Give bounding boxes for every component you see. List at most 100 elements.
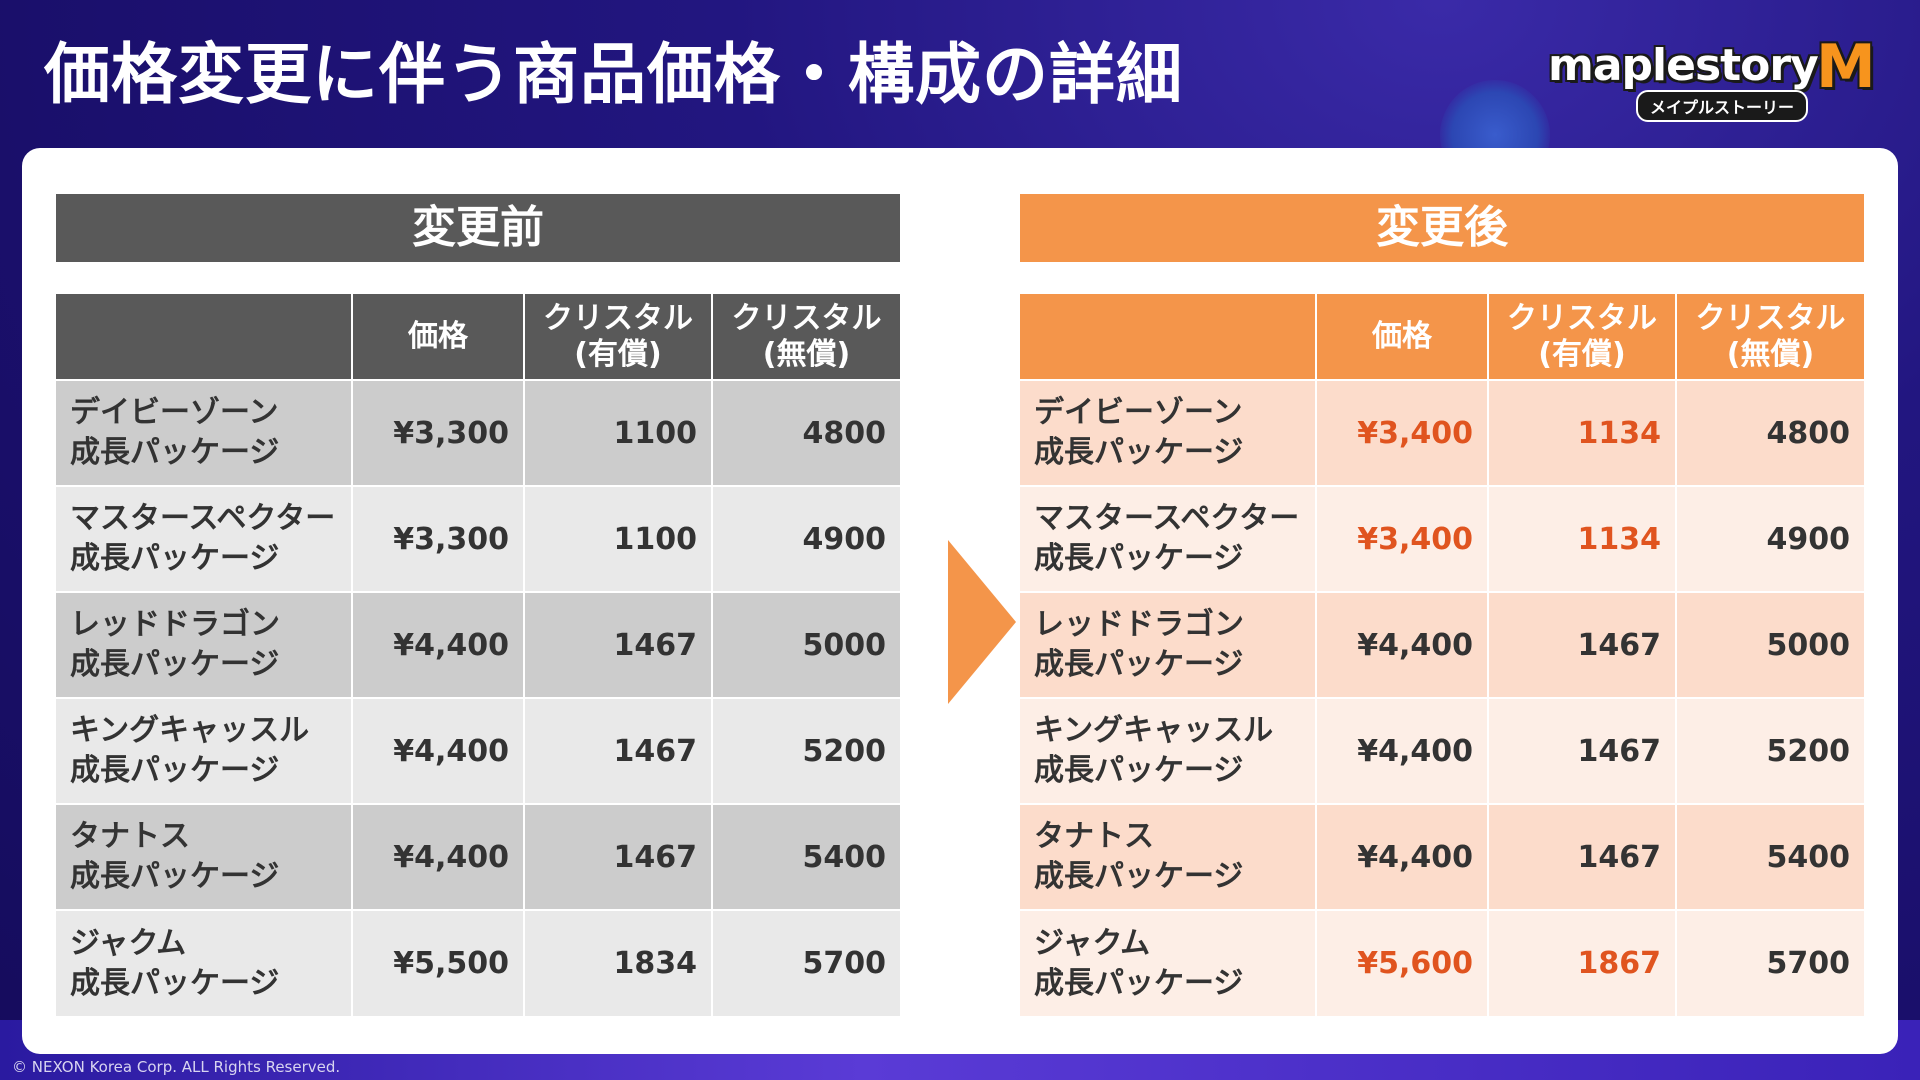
crystal-free-cell: 4900 — [1675, 485, 1864, 592]
product-name: デイビーゾーン 成長パッケージ — [1020, 379, 1316, 486]
column-header-crystal-paid: クリスタル (有償) — [523, 294, 712, 380]
page-title: 価格変更に伴う商品価格・構成の詳細 — [44, 36, 1183, 113]
name-line: タナトス — [70, 819, 190, 854]
column-header-price: 価格 — [1315, 294, 1488, 380]
column-header-price: 価格 — [351, 294, 524, 380]
table-row: レッドドラゴン 成長パッケージ ¥4,400 1467 5000 — [1020, 591, 1864, 698]
before-header: 変更前 — [56, 194, 900, 262]
crystal-free-cell: 5400 — [711, 803, 900, 910]
arrow-right-icon — [948, 540, 1016, 704]
crystal-paid-cell: 1467 — [1487, 697, 1676, 804]
name-line: 成長パッケージ — [1034, 647, 1244, 682]
crystal-free-cell: 5700 — [1675, 909, 1864, 1016]
product-name: レッドドラゴン 成長パッケージ — [56, 591, 352, 698]
table-header-row: 価格 クリスタル (有償) クリスタル (無償) — [56, 294, 900, 380]
header-line: (無償) — [762, 336, 851, 372]
crystal-paid-cell: 1467 — [523, 697, 712, 804]
product-name: ジャクム成長パッケージ — [1020, 909, 1316, 1016]
crystal-free-cell: 5700 — [711, 909, 900, 1016]
table-row: ジャクム 成長パッケージ ¥5,500 1834 5700 — [56, 909, 900, 1016]
price-cell: ¥4,400 — [351, 591, 524, 698]
copyright-text: © NEXON Korea Corp. ALL Rights Reserved. — [12, 1058, 341, 1076]
table-header-row: 価格 クリスタル (有償) クリスタル (無償) — [1020, 294, 1864, 380]
content-panel: 変更前 価格 クリスタル (有償) クリスタル (無償) デイビーゾーン 成長パッケー… — [22, 148, 1898, 1054]
header-line: クリスタル — [1507, 300, 1657, 336]
price-cell: ¥4,400 — [351, 803, 524, 910]
name-line: 成長パッケージ — [1034, 965, 1244, 1001]
price-cell: ¥5,500 — [351, 909, 524, 1016]
header-line: クリスタル — [1695, 300, 1846, 336]
name-line: 成長パッケージ — [70, 753, 280, 788]
maplestory-m-logo: maplestory M メイプルストーリー — [1548, 32, 1878, 122]
price-cell: ¥3,400 — [1315, 485, 1488, 592]
logo-word: maplestory — [1548, 40, 1819, 91]
crystal-paid-cell: 1467 — [523, 803, 712, 910]
name-line: レッドドラゴン — [70, 607, 280, 642]
name-line: ジャクム — [1034, 925, 1151, 961]
name-line: マスタースペクター — [70, 501, 336, 536]
product-name: マスタースペクター 成長パッケージ — [56, 485, 352, 592]
table-row: マスタースペクター 成長パッケージ ¥3,300 1100 4900 — [56, 485, 900, 592]
crystal-free-cell: 5000 — [1675, 591, 1864, 698]
after-table: 価格 クリスタル (有償) クリスタル (無償) デイビーゾーン 成長パッケージ ¥3… — [1020, 294, 1864, 1016]
crystal-free-cell: 4900 — [711, 485, 900, 592]
crystal-free-cell: 5200 — [711, 697, 900, 804]
after-header: 変更後 — [1020, 194, 1864, 262]
logo-m-mark: M — [1816, 32, 1876, 102]
crystal-paid-cell: 1467 — [523, 591, 712, 698]
crystal-free-cell: 5200 — [1675, 697, 1864, 804]
name-line: 成長パッケージ — [70, 647, 280, 682]
name-line: デイビーゾーン — [70, 395, 279, 430]
crystal-free-cell: 5400 — [1675, 803, 1864, 910]
name-line: キングキャッスル — [1034, 713, 1274, 748]
name-line: キングキャッスル — [70, 713, 310, 748]
name-line: 成長パッケージ — [70, 859, 280, 894]
name-line: タナトス — [1034, 819, 1154, 854]
name-line: 成長パッケージ — [1034, 435, 1244, 470]
name-line: 成長パッケージ — [70, 541, 280, 576]
crystal-paid-cell: 1467 — [1487, 803, 1676, 910]
table-row: ジャクム 成長パッケージ ¥5,600 1867 5700 — [1020, 909, 1864, 1016]
column-header-name — [56, 294, 352, 380]
table-row: デイビーゾーン 成長パッケージ ¥3,300 1100 4800 — [56, 379, 900, 486]
product-name: タナトス 成長パッケージ — [1020, 803, 1316, 910]
crystal-free-cell: 4800 — [1675, 379, 1864, 486]
price-cell: ¥4,400 — [1315, 697, 1488, 804]
price-cell: ¥4,400 — [1315, 591, 1488, 698]
name-line: 成長パッケージ — [70, 435, 280, 470]
crystal-paid-cell: 1134 — [1487, 379, 1676, 486]
after-section: 変更後 価格 クリスタル (有償) クリスタル (無償) デイビーゾーン 成長パッケー… — [1020, 194, 1864, 1016]
product-name: マスタースペクター 成長パッケージ — [1020, 485, 1316, 592]
product-name: キングキャッスル 成長パッケージ — [56, 697, 352, 804]
crystal-free-cell: 4800 — [711, 379, 900, 486]
name-line: デイビーゾーン — [1034, 395, 1243, 430]
price-cell: ¥3,300 — [351, 379, 524, 486]
table-row: レッドドラゴン 成長パッケージ ¥4,400 1467 5000 — [56, 591, 900, 698]
table-row: デイビーゾーン 成長パッケージ ¥3,400 1134 4800 — [1020, 379, 1864, 486]
header-line: クリスタル — [731, 300, 882, 336]
price-cell: ¥4,400 — [1315, 803, 1488, 910]
column-header-crystal-free: クリスタル (無償) — [1675, 294, 1864, 380]
header-line: (有償) — [574, 336, 662, 372]
price-cell: ¥3,400 — [1315, 379, 1488, 486]
product-name: ジャクム 成長パッケージ — [56, 909, 352, 1016]
name-line: ジャクム — [70, 925, 187, 961]
price-cell: ¥3,300 — [351, 485, 524, 592]
product-name: キングキャッスル 成長パッケージ — [1020, 697, 1316, 804]
name-line: 成長パッケージ — [1034, 541, 1244, 576]
crystal-paid-cell: 1134 — [1487, 485, 1676, 592]
crystal-paid-cell: 1834 — [523, 909, 712, 1016]
crystal-paid-cell: 1467 — [1487, 591, 1676, 698]
header-line: (有償) — [1538, 336, 1626, 372]
header-line: クリスタル — [543, 300, 693, 336]
product-name: レッドドラゴン 成長パッケージ — [1020, 591, 1316, 698]
column-header-name — [1020, 294, 1316, 380]
name-line: 成長パッケージ — [1034, 753, 1244, 788]
name-line: マスタースペクター — [1034, 501, 1300, 536]
price-cell: ¥4,400 — [351, 697, 524, 804]
before-table: 価格 クリスタル (有償) クリスタル (無償) デイビーゾーン 成長パッケージ ¥3… — [56, 294, 900, 1016]
before-section: 変更前 価格 クリスタル (有償) クリスタル (無償) デイビーゾーン 成長パッケー… — [56, 194, 900, 1016]
table-row: マスタースペクター 成長パッケージ ¥3,400 1134 4900 — [1020, 485, 1864, 592]
table-row: タナトス 成長パッケージ ¥4,400 1467 5400 — [1020, 803, 1864, 910]
column-header-crystal-free: クリスタル (無償) — [711, 294, 900, 380]
